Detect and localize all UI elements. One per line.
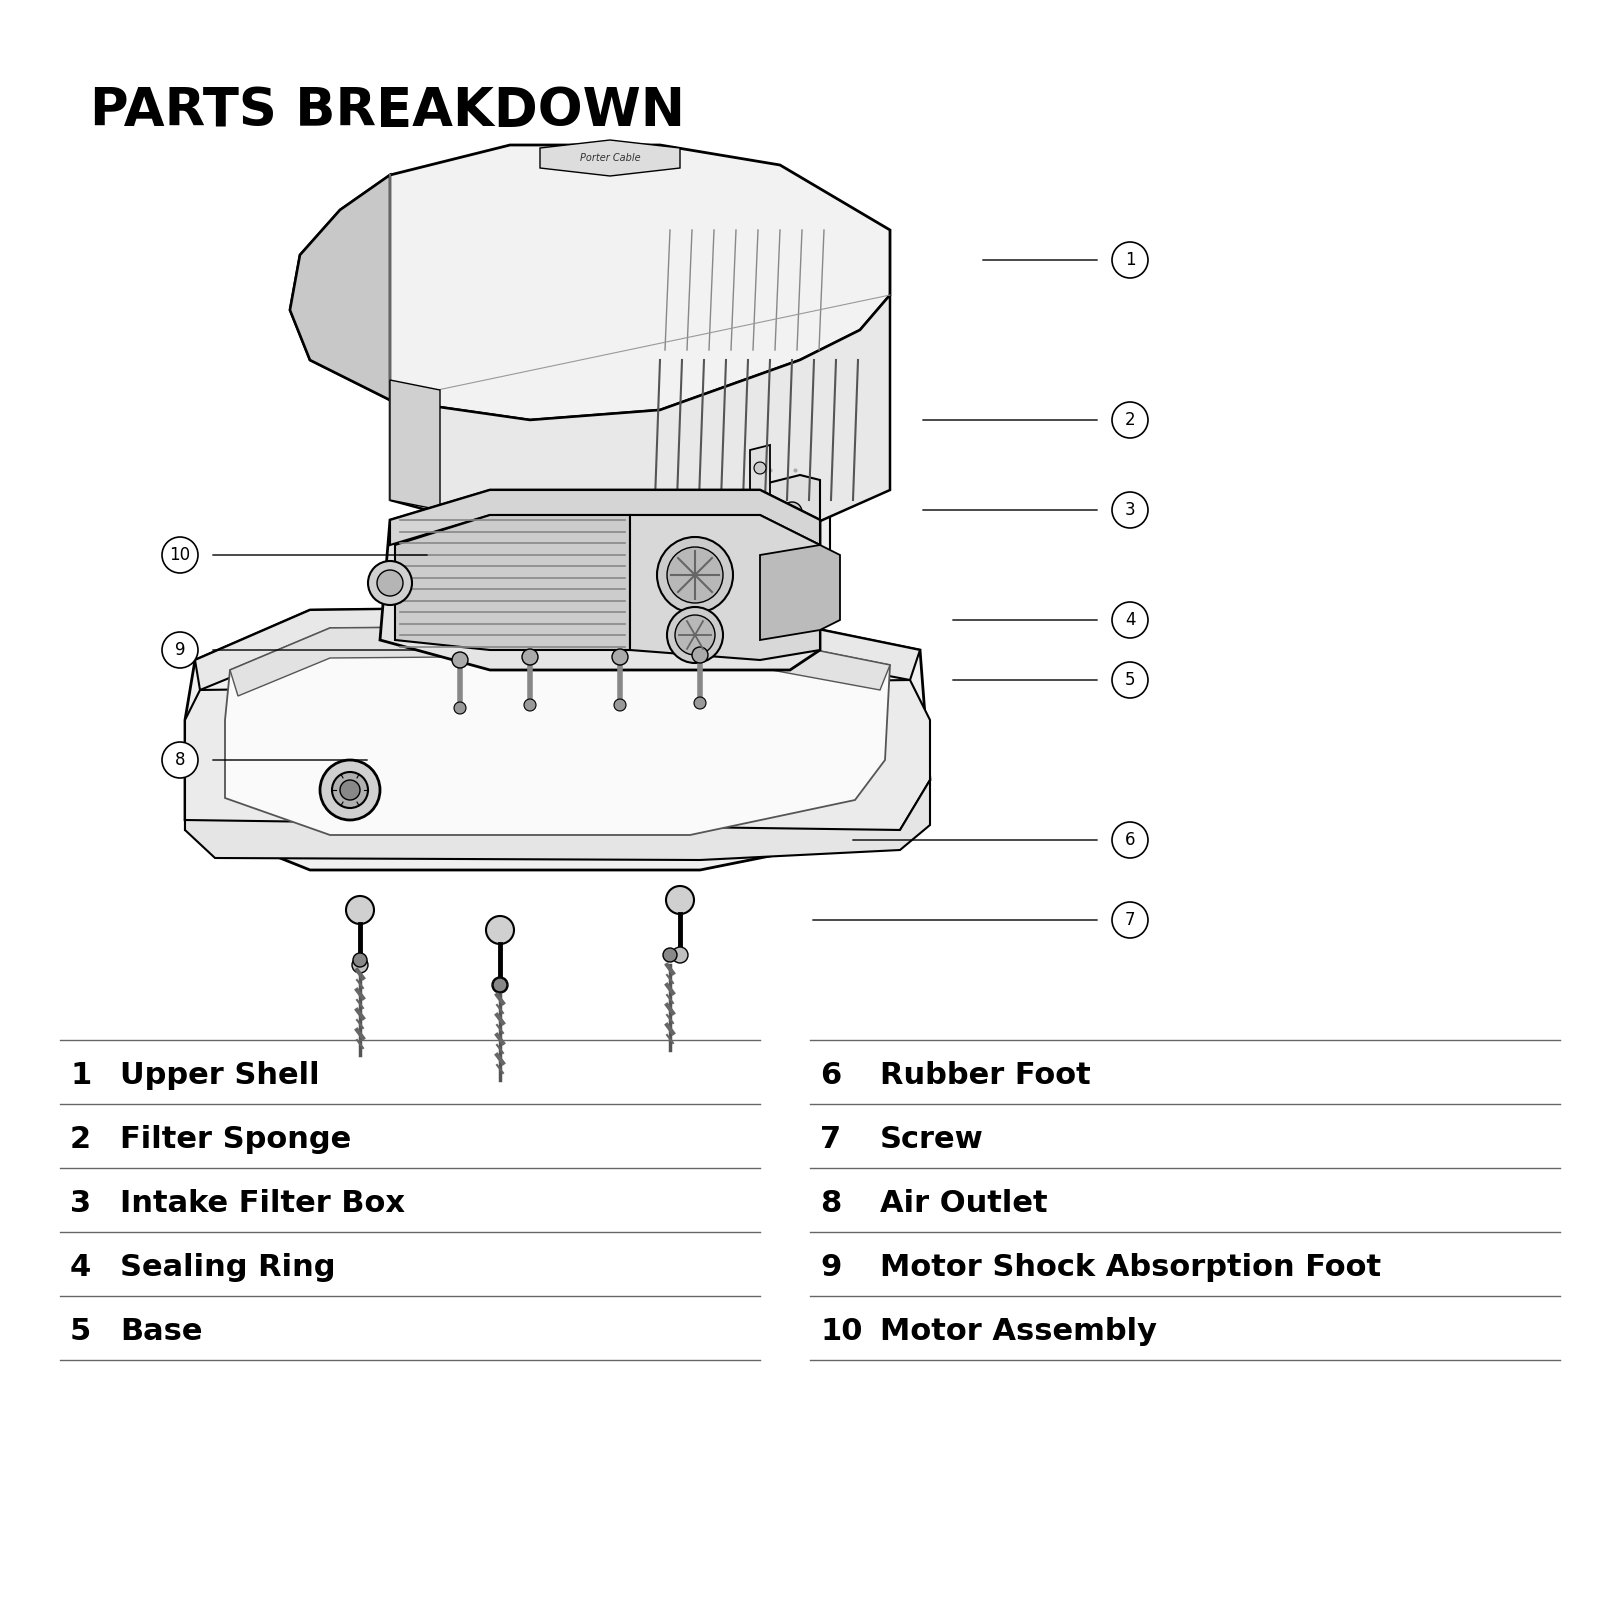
Text: 9: 9 bbox=[174, 642, 186, 659]
Polygon shape bbox=[750, 445, 770, 586]
Text: Rubber Foot: Rubber Foot bbox=[880, 1061, 1091, 1090]
Circle shape bbox=[320, 760, 381, 819]
Polygon shape bbox=[395, 515, 630, 650]
Text: 1: 1 bbox=[1125, 251, 1136, 269]
Text: 7: 7 bbox=[1125, 910, 1136, 930]
Text: 10: 10 bbox=[170, 546, 190, 565]
Polygon shape bbox=[750, 570, 810, 598]
Polygon shape bbox=[230, 626, 890, 696]
Text: 7: 7 bbox=[819, 1125, 842, 1154]
Text: 2: 2 bbox=[1125, 411, 1136, 429]
Text: 3: 3 bbox=[1125, 501, 1136, 518]
Polygon shape bbox=[541, 141, 680, 176]
Polygon shape bbox=[630, 515, 819, 659]
Circle shape bbox=[346, 896, 374, 925]
Polygon shape bbox=[390, 294, 890, 546]
Polygon shape bbox=[226, 626, 890, 835]
Circle shape bbox=[522, 650, 538, 666]
Text: Base: Base bbox=[120, 1317, 203, 1346]
Text: 5: 5 bbox=[70, 1317, 91, 1346]
Polygon shape bbox=[290, 146, 890, 419]
Circle shape bbox=[493, 978, 507, 992]
Text: 8: 8 bbox=[174, 750, 186, 770]
Circle shape bbox=[354, 954, 366, 966]
Polygon shape bbox=[195, 605, 920, 690]
Text: 3: 3 bbox=[70, 1189, 91, 1218]
Polygon shape bbox=[381, 490, 819, 670]
Circle shape bbox=[667, 547, 723, 603]
Circle shape bbox=[1112, 902, 1149, 938]
Circle shape bbox=[162, 742, 198, 778]
Circle shape bbox=[352, 957, 368, 973]
Text: Intake Filter Box: Intake Filter Box bbox=[120, 1189, 405, 1218]
Circle shape bbox=[691, 646, 707, 662]
Text: Screw: Screw bbox=[880, 1125, 984, 1154]
Circle shape bbox=[525, 699, 536, 710]
Polygon shape bbox=[760, 445, 830, 579]
Circle shape bbox=[754, 558, 766, 571]
Polygon shape bbox=[760, 475, 819, 550]
Circle shape bbox=[1112, 662, 1149, 698]
Circle shape bbox=[162, 632, 198, 669]
Text: Filter Sponge: Filter Sponge bbox=[120, 1125, 352, 1154]
Circle shape bbox=[368, 562, 413, 605]
Circle shape bbox=[662, 947, 677, 962]
Circle shape bbox=[378, 570, 403, 595]
Circle shape bbox=[667, 606, 723, 662]
Polygon shape bbox=[760, 546, 840, 640]
Circle shape bbox=[162, 538, 198, 573]
Circle shape bbox=[1112, 242, 1149, 278]
Text: 9: 9 bbox=[819, 1253, 842, 1282]
Circle shape bbox=[1112, 402, 1149, 438]
Circle shape bbox=[658, 538, 733, 613]
Text: Upper Shell: Upper Shell bbox=[120, 1061, 320, 1090]
Text: 10: 10 bbox=[819, 1317, 862, 1346]
Circle shape bbox=[782, 502, 802, 522]
Circle shape bbox=[454, 702, 466, 714]
Text: 4: 4 bbox=[1125, 611, 1136, 629]
Text: Air Outlet: Air Outlet bbox=[880, 1189, 1048, 1218]
Circle shape bbox=[694, 698, 706, 709]
Text: Porter Cable: Porter Cable bbox=[579, 154, 640, 163]
Polygon shape bbox=[186, 680, 930, 830]
Circle shape bbox=[666, 886, 694, 914]
Circle shape bbox=[453, 653, 467, 669]
Text: 6: 6 bbox=[819, 1061, 842, 1090]
Polygon shape bbox=[390, 490, 819, 546]
Polygon shape bbox=[390, 379, 440, 510]
Text: 5: 5 bbox=[1125, 670, 1136, 690]
Circle shape bbox=[333, 773, 368, 808]
Circle shape bbox=[672, 947, 688, 963]
Text: Motor Shock Absorption Foot: Motor Shock Absorption Foot bbox=[880, 1253, 1381, 1282]
Circle shape bbox=[339, 781, 360, 800]
Text: Sealing Ring: Sealing Ring bbox=[120, 1253, 336, 1282]
Polygon shape bbox=[186, 605, 930, 870]
Circle shape bbox=[486, 915, 514, 944]
Circle shape bbox=[675, 614, 715, 654]
Text: 2: 2 bbox=[70, 1125, 91, 1154]
Polygon shape bbox=[290, 174, 390, 400]
Circle shape bbox=[1112, 822, 1149, 858]
Text: 4: 4 bbox=[70, 1253, 91, 1282]
Text: Motor Assembly: Motor Assembly bbox=[880, 1317, 1157, 1346]
Circle shape bbox=[1112, 493, 1149, 528]
Circle shape bbox=[754, 462, 766, 474]
Text: 6: 6 bbox=[1125, 830, 1136, 850]
Circle shape bbox=[493, 978, 509, 994]
Polygon shape bbox=[186, 781, 930, 861]
Text: 8: 8 bbox=[819, 1189, 842, 1218]
Text: PARTS BREAKDOWN: PARTS BREAKDOWN bbox=[90, 85, 685, 138]
Circle shape bbox=[1112, 602, 1149, 638]
Text: 1: 1 bbox=[70, 1061, 91, 1090]
Circle shape bbox=[611, 650, 627, 666]
Circle shape bbox=[614, 699, 626, 710]
